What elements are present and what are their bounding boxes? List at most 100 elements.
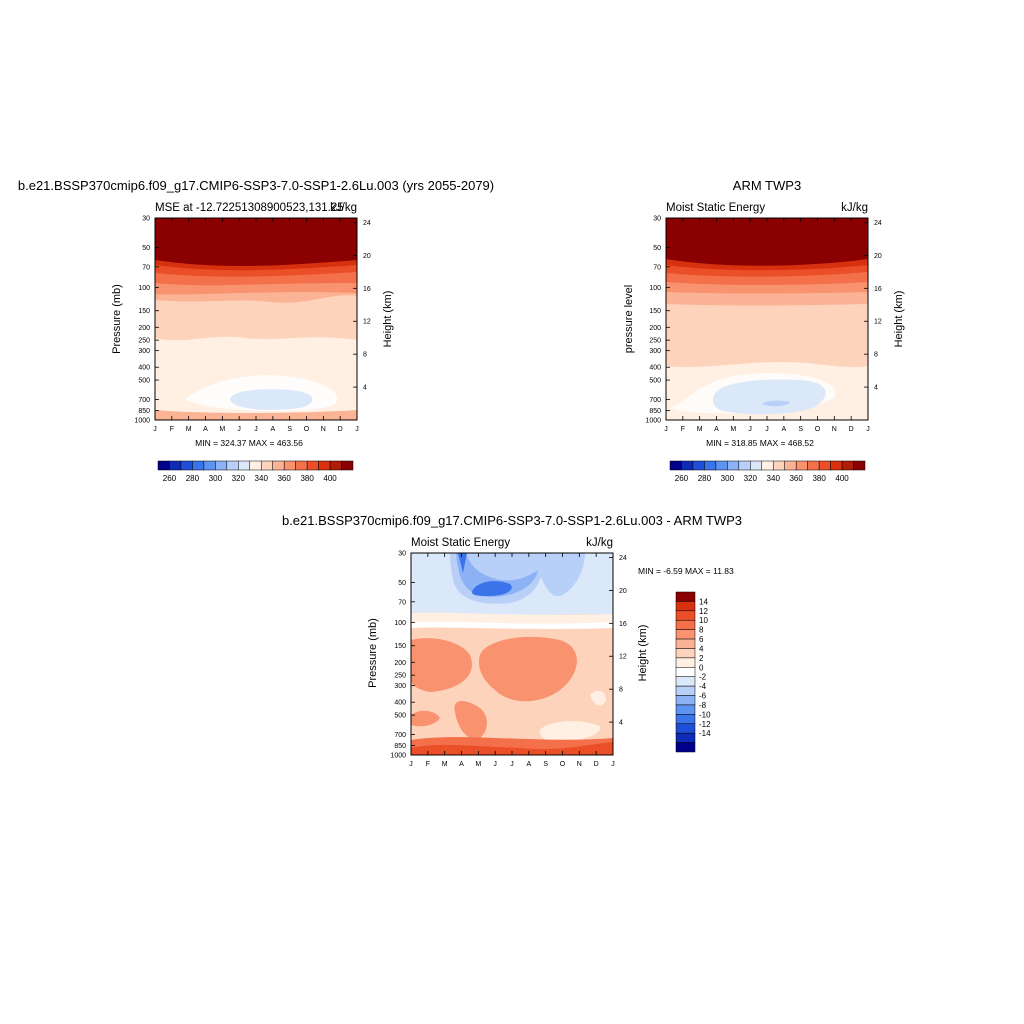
colorbar-swatch: [727, 460, 740, 471]
colorbar-label: 340: [767, 474, 781, 483]
colorbar-label: 300: [209, 474, 223, 483]
colorbar-swatch: [675, 685, 696, 696]
colorbar-label: 2: [699, 654, 704, 663]
contour-band-410: [666, 218, 868, 266]
panel-obs-ylabel-right: Height (km): [893, 291, 905, 348]
y-tick-label: 250: [138, 338, 150, 345]
x-tick-label: S: [287, 426, 292, 433]
colorbar-swatch: [681, 460, 694, 471]
contour-band-6to8-b: [478, 636, 577, 702]
colorbar-swatch: [715, 460, 728, 471]
x-tick-label: J: [237, 426, 241, 433]
colorbar-swatch: [283, 460, 296, 471]
panel-diff-left-label: Moist Static Energy: [411, 537, 510, 549]
x-tick-label: A: [270, 426, 275, 433]
y2-tick-label: 20: [619, 588, 627, 595]
panel-obs-units: kJ/kg: [841, 202, 868, 214]
x-tick-label: J: [153, 426, 157, 433]
y2-tick-label: 16: [874, 286, 882, 293]
colorbar-label: -12: [699, 720, 711, 729]
y-tick-label: 70: [653, 264, 661, 271]
panel-model-title: b.e21.BSSP370cmip6.f09_g17.CMIP6-SSP3-7.…: [18, 178, 494, 193]
y2-tick-label: 16: [363, 286, 371, 293]
panel-model-ylabel: Pressure (mb): [111, 284, 123, 354]
colorbar-label: 380: [812, 474, 826, 483]
y-tick-label: 850: [394, 743, 406, 750]
y2-tick-label: 20: [363, 253, 371, 260]
colorbar-swatch: [675, 732, 696, 743]
colorbar-label: 14: [699, 597, 708, 606]
colorbar-swatch: [784, 460, 797, 471]
contour-band-310: [762, 400, 790, 407]
colorbar-swatch: [692, 460, 705, 471]
colorbar-swatch: [675, 667, 696, 677]
colorbar-swatch: [260, 460, 273, 471]
panel-diff-axes: J F M A M J J A S O N D J 30 50 70 100 150 200 250 300 400 500…: [390, 551, 626, 769]
colorbar-swatch: [704, 460, 717, 471]
y2-tick-label: 24: [874, 220, 882, 227]
y-tick-label: 50: [398, 580, 406, 587]
colorbar-swatch: [249, 460, 262, 471]
contour-band-6to8-a: [411, 638, 472, 692]
x-tick-label: J: [765, 426, 769, 433]
y-tick-label: 850: [138, 408, 150, 415]
y2-tick-label: 4: [619, 720, 623, 727]
colorbar-label: 260: [675, 474, 689, 483]
colorbar-label: 340: [255, 474, 269, 483]
x-tick-label: F: [170, 426, 174, 433]
x-tick-label: J: [254, 426, 258, 433]
y-tick-label: 250: [394, 673, 406, 680]
colorbar-swatch: [329, 460, 342, 471]
colorbar-swatch: [675, 704, 696, 715]
panel-obs-title: ARM TWP3: [733, 178, 801, 193]
contour-band-zero: [411, 621, 613, 629]
x-tick-label: J: [866, 426, 870, 433]
colorbar-swatch: [215, 460, 228, 471]
panel-model-left-label: MSE at -12.72251308900523,131.25: [155, 202, 344, 214]
y-tick-label: 700: [649, 397, 661, 404]
colorbar-swatch: [818, 460, 831, 471]
contour-band-6to8-c: [454, 700, 487, 739]
colorbar-swatch: [675, 629, 696, 640]
y2-tick-label: 24: [619, 555, 627, 562]
colorbar-swatch: [238, 460, 251, 471]
panel-obs-left-label: Moist Static Energy: [666, 202, 765, 214]
colorbar-swatch: [675, 714, 696, 725]
contour-band-neg8b: [458, 553, 467, 573]
y2-tick-label: 16: [619, 621, 627, 628]
colorbar-swatch: [772, 460, 785, 471]
y-tick-label: 300: [649, 348, 661, 355]
x-tick-label: N: [321, 426, 326, 433]
panel-diff-contours: [411, 553, 613, 755]
colorbar-swatch: [203, 460, 216, 471]
colorbar-swatch: [795, 460, 808, 471]
y-tick-label: 400: [138, 365, 150, 372]
colorbar-swatch: [675, 723, 696, 734]
colorbar-label: 360: [789, 474, 803, 483]
colorbar-swatch: [272, 460, 285, 471]
y-tick-label: 150: [649, 308, 661, 315]
y-tick-label: 30: [653, 216, 661, 223]
colorbar-label: -6: [699, 692, 707, 701]
contour-band-0to2b: [539, 721, 601, 742]
colorbar-swatch: [157, 460, 170, 471]
y2-tick-label: 12: [619, 654, 627, 661]
colorbar-swatch: [295, 460, 308, 471]
y-tick-label: 30: [398, 551, 406, 558]
x-tick-label: M: [186, 426, 192, 433]
x-tick-label: M: [219, 426, 225, 433]
colorbar-swatch: [738, 460, 751, 471]
y2-tick-label: 12: [874, 319, 882, 326]
x-tick-label: A: [203, 426, 208, 433]
panel-model-units: kJ/kg: [330, 202, 357, 214]
x-tick-label: N: [832, 426, 837, 433]
colorbar-swatch: [341, 460, 354, 471]
y-tick-label: 500: [649, 378, 661, 385]
colorbar-label: -2: [699, 673, 707, 682]
colorbar-label: 4: [699, 644, 704, 653]
y2-tick-label: 8: [619, 687, 623, 694]
colorbar-label: 380: [300, 474, 314, 483]
x-tick-label: F: [681, 426, 685, 433]
colorbar-swatch: [675, 695, 696, 706]
